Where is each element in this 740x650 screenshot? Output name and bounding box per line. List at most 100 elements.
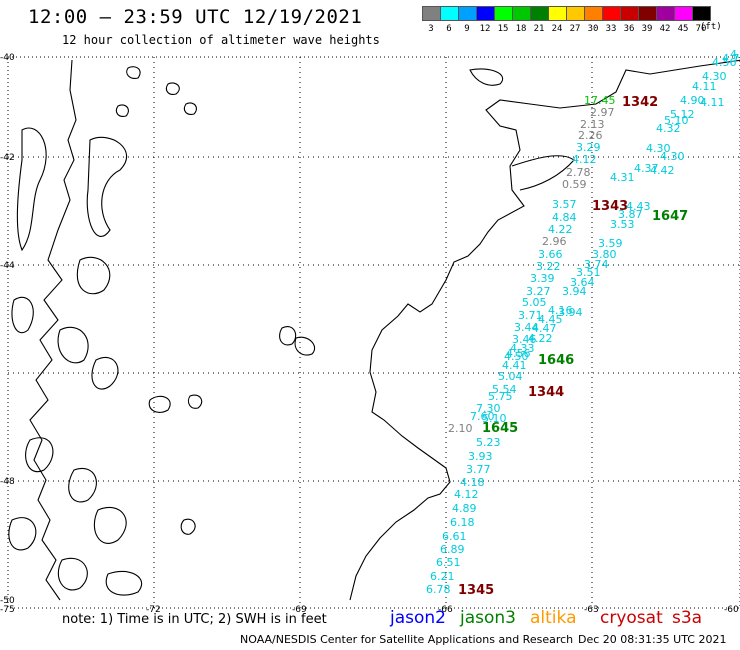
argentina-coastline [279, 59, 740, 601]
wave-height-label: 5.10 [482, 412, 507, 425]
wave-height-label: 3.80 [592, 248, 617, 261]
footer-note: note: 1) Time is in UTC; 2) SWH is in fe… [62, 612, 327, 627]
scale-label: 39 [641, 24, 653, 34]
wave-height-label: 3.39 [530, 272, 555, 285]
pass-label: 1647 [652, 209, 688, 224]
wave-height-label: 5.54 [492, 383, 517, 396]
wave-height-label: 3.27 [526, 285, 551, 298]
wave-height-label: 5.23 [476, 436, 501, 449]
wave-height-label: 5.10 [664, 114, 689, 127]
legend-cryosat: cryosat [600, 608, 663, 628]
wave-height-label: 3.66 [538, 248, 563, 261]
wave-height-label: 4.11 [700, 96, 725, 109]
wave-height-label: 4.43 [626, 200, 651, 213]
scale-label: 45 [677, 24, 689, 34]
wave-height-label: 2.26 [578, 129, 603, 142]
wave-height-label: 7.30 [476, 402, 501, 415]
wave-height-label: 4.41 [502, 359, 527, 372]
wave-height-label: 4.30 [660, 150, 685, 163]
lon-label: -75 [0, 605, 15, 615]
scale-label: 27 [569, 24, 581, 34]
scale-unit: (ft) [700, 22, 722, 32]
wave-height-label: 4.32 [656, 122, 681, 135]
wave-height-label: 7.60 [470, 410, 495, 423]
page-title: 12:00 – 23:59 UTC 12/19/2021 [28, 6, 363, 28]
page-subtitle: 12 hour collection of altimeter wave hei… [62, 33, 380, 47]
pass-label: 1645 [482, 421, 518, 436]
lon-labels: -75 -72 -69 -66 -63 -60 [0, 605, 739, 615]
wave-height-label: 6.51 [436, 556, 461, 569]
wave-height-label: 4.30 [702, 70, 727, 83]
wave-height-label: 6.61 [442, 530, 467, 543]
chile-coastline [8, 59, 203, 601]
wave-height-label: 5.04 [498, 370, 523, 383]
wave-height-label: 3.74 [584, 258, 609, 271]
scale-label: 9 [464, 24, 470, 34]
wave-height-label: 3.57 [552, 198, 577, 211]
wave-height-label: 4.89 [452, 502, 477, 515]
wave-height-label: 4.16 [548, 304, 573, 317]
scale-label: 18 [515, 24, 527, 34]
pass-label: 1343 [592, 199, 628, 214]
wave-height-label: 6.78 [426, 583, 451, 596]
wave-height-label: 3.93 [468, 450, 493, 463]
wave-height-label: 3.71 [518, 309, 543, 322]
scale-label: 3 [428, 24, 434, 34]
wave-height-label: 4.75 [722, 52, 740, 65]
wave-height-observations: 17.452.972.132.263.294.122.780.593.574.8… [0, 0, 740, 596]
wave-height-label: 4.31 [610, 171, 635, 184]
map-frame [7, 56, 740, 609]
scale-label: 70 [695, 24, 707, 34]
wave-height-label: 5.75 [488, 390, 513, 403]
scale-label: 30 [587, 24, 599, 34]
scale-label: 15 [497, 24, 509, 34]
scale-label: 42 [659, 24, 671, 34]
wave-height-label: 2.10 [448, 422, 473, 435]
credit-text: NOAA/NESDIS Center for Satellite Applica… [240, 633, 574, 646]
wave-height-label: 4.22 [528, 332, 553, 345]
wave-height-label: 3.59 [598, 237, 623, 250]
pass-labels: 1342 1343 1647 1646 1344 1645 1345 [458, 95, 688, 598]
scale-label: 12 [479, 24, 491, 34]
wave-height-label: 4.18 [460, 476, 485, 489]
scale-step: 9 [458, 6, 477, 34]
wave-height-label: 3.77 [466, 463, 491, 476]
wave-height-label: 3.94 [558, 306, 583, 319]
wave-height-label: 4.37 [634, 162, 659, 175]
pass-label: 1344 [528, 385, 564, 400]
scale-step: 70 [692, 6, 711, 34]
wave-height-label: 3.94 [562, 285, 587, 298]
wave-height-label: 4.11 [692, 80, 717, 93]
wave-height-label: 4.47 [532, 322, 557, 335]
wave-height-label: 0.59 [562, 178, 587, 191]
wave-height-label: 4.30 [646, 142, 671, 155]
pass-label: 1345 [458, 583, 494, 598]
wave-height-label: 4.33 [510, 342, 535, 355]
wave-height-label: 3.53 [610, 218, 635, 231]
wave-height-label: 4.57 [0, 0, 25, 3]
legend-s3a: s3a [672, 608, 703, 628]
wave-height-label: 5.05 [522, 296, 547, 309]
wave-height-label: 2.96 [542, 235, 567, 248]
wave-height-label: 2.78 [566, 166, 591, 179]
lon-label: -72 [146, 605, 161, 615]
wave-height-label: 4.45 [538, 313, 563, 326]
wave-height-label: 2.13 [580, 118, 605, 131]
lat-label: -40 [0, 53, 15, 63]
lat-label: -48 [0, 477, 15, 487]
scale-step: 42 [656, 6, 675, 34]
scale-label: 33 [605, 24, 617, 34]
legend-jason2: jason2 [390, 608, 446, 628]
wave-height-label: 3.22 [536, 260, 561, 273]
pass-label: 1646 [538, 353, 574, 368]
wave-height-label: 4.50 [504, 350, 529, 363]
scale-label: 36 [623, 24, 635, 34]
wave-height-label: 4.56 [506, 347, 531, 360]
scale-label: 21 [533, 24, 545, 34]
lat-label: -50 [0, 596, 15, 606]
lon-label: -66 [438, 605, 453, 615]
wave-height-label: 3.51 [576, 266, 601, 279]
wave-height-label: 17.45 [584, 94, 616, 107]
scale-label: 24 [551, 24, 563, 34]
